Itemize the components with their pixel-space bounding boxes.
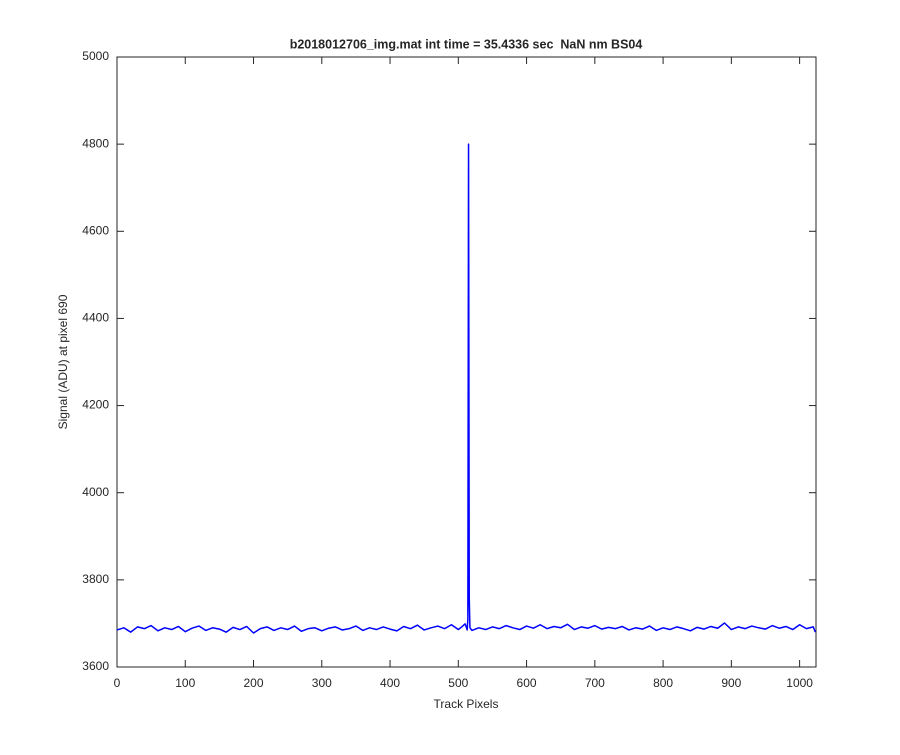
y-tick-label: 4000	[82, 485, 109, 499]
y-tick-label: 4400	[82, 311, 109, 325]
signal-line	[116, 143, 817, 634]
y-tick-label: 3600	[82, 659, 109, 673]
x-tick-label: 900	[721, 676, 741, 690]
x-tick-label: 300	[312, 676, 332, 690]
y-tick-label: 4200	[82, 398, 109, 412]
x-tick-label: 200	[244, 676, 264, 690]
chart-title: b2018012706_img.mat int time = 35.4336 s…	[290, 37, 643, 51]
y-axis-label: Signal (ADU) at pixel 690	[56, 294, 70, 429]
axes-box	[116, 56, 817, 668]
x-axis-label: Track Pixels	[434, 697, 499, 711]
x-tick-label: 400	[380, 676, 400, 690]
x-tick-label: 600	[517, 676, 537, 690]
x-tick-label: 700	[585, 676, 605, 690]
x-tick-label: 500	[448, 676, 468, 690]
x-tick-label: 100	[175, 676, 195, 690]
y-tick-label: 5000	[82, 49, 109, 63]
x-tick-label: 0	[114, 676, 121, 690]
y-tick-label: 3800	[82, 572, 109, 586]
x-tick-label: 1000	[786, 676, 813, 690]
y-tick-label: 4800	[82, 136, 109, 150]
y-tick-label: 4600	[82, 223, 109, 237]
x-tick-label: 800	[653, 676, 673, 690]
